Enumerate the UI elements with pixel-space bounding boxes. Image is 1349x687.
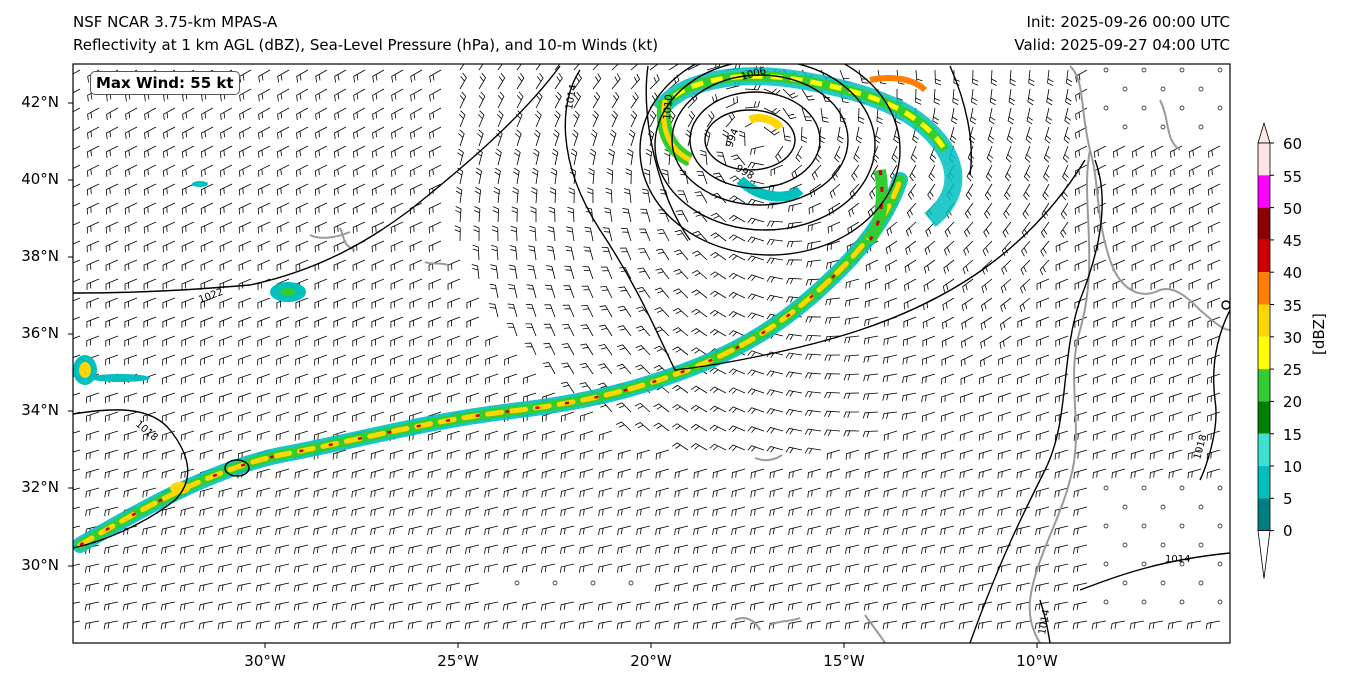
isobar-label: 1014 bbox=[1165, 554, 1190, 565]
colorbar bbox=[1257, 121, 1274, 579]
wind-barbs bbox=[73, 64, 1221, 630]
cb-tick-0: 0 bbox=[1283, 522, 1293, 540]
colorbar-segment bbox=[1258, 175, 1270, 208]
colorbar-segment bbox=[1258, 143, 1270, 176]
lat-label-30n: 30°N bbox=[21, 556, 59, 574]
colorbar-segment bbox=[1258, 239, 1270, 273]
colorbar-segment bbox=[1258, 369, 1270, 402]
axis-ticks bbox=[68, 102, 1038, 648]
model-title: NSF NCAR 3.75-km MPAS-A bbox=[73, 13, 278, 31]
max-wind-badge: Max Wind: 55 kt bbox=[90, 71, 240, 95]
lat-label-40n: 40°N bbox=[21, 170, 59, 188]
init-time: Init: 2025-09-26 00:00 UTC bbox=[1026, 13, 1230, 31]
colorbar-segment bbox=[1258, 207, 1270, 240]
coastlines bbox=[309, 65, 1230, 643]
isobars bbox=[73, 64, 1230, 643]
colorbar-segment bbox=[1258, 336, 1270, 370]
lon-label-30w: 30°W bbox=[244, 652, 286, 670]
cb-tick-30: 30 bbox=[1283, 329, 1303, 347]
colorbar-unit-label: [dBZ] bbox=[1310, 313, 1328, 355]
colorbar-segment bbox=[1258, 466, 1270, 499]
colorbar-segment bbox=[1258, 433, 1270, 466]
colorbar-extend-bottom bbox=[1257, 530, 1271, 579]
lat-label-38n: 38°N bbox=[21, 247, 59, 265]
cb-tick-15: 15 bbox=[1283, 426, 1303, 444]
isobar-label: 1010 bbox=[662, 94, 675, 120]
lon-label-15w: 15°W bbox=[823, 652, 865, 670]
cb-tick-60: 60 bbox=[1283, 135, 1303, 153]
colorbar-extend-top bbox=[1257, 121, 1271, 144]
lat-label-42n: 42°N bbox=[21, 93, 59, 111]
cb-tick-55: 55 bbox=[1283, 168, 1303, 186]
lat-label-34n: 34°N bbox=[21, 401, 59, 419]
lon-label-20w: 20°W bbox=[630, 652, 672, 670]
lon-label-10w: 10°W bbox=[1016, 652, 1058, 670]
cb-tick-40: 40 bbox=[1283, 264, 1303, 282]
cb-tick-45: 45 bbox=[1283, 232, 1303, 250]
colorbar-segment bbox=[1258, 498, 1270, 531]
colorbar-segment bbox=[1258, 272, 1270, 305]
cb-tick-35: 35 bbox=[1283, 297, 1303, 315]
reflectivity-band bbox=[73, 67, 963, 553]
isobar-label: 1014 bbox=[564, 84, 579, 111]
cb-tick-25: 25 bbox=[1283, 361, 1303, 379]
isobar-label: 1014 bbox=[1037, 609, 1052, 636]
colorbar-segment bbox=[1258, 304, 1270, 337]
lon-label-25w: 25°W bbox=[437, 652, 479, 670]
cb-tick-5: 5 bbox=[1283, 490, 1293, 508]
isobar-labels: 1022 1018 1018 1014 1014 994 998 1006 10… bbox=[133, 66, 1209, 636]
cb-tick-50: 50 bbox=[1283, 200, 1303, 218]
lat-label-32n: 32°N bbox=[21, 478, 59, 496]
lat-label-36n: 36°N bbox=[21, 324, 59, 342]
cb-tick-10: 10 bbox=[1283, 458, 1303, 476]
cb-tick-20: 20 bbox=[1283, 393, 1303, 411]
fields-subtitle: Reflectivity at 1 km AGL (dBZ), Sea-Leve… bbox=[73, 36, 659, 54]
calm-wind-circles bbox=[514, 67, 1223, 605]
colorbar-segment bbox=[1258, 401, 1270, 434]
valid-time: Valid: 2025-09-27 04:00 UTC bbox=[1014, 36, 1230, 54]
